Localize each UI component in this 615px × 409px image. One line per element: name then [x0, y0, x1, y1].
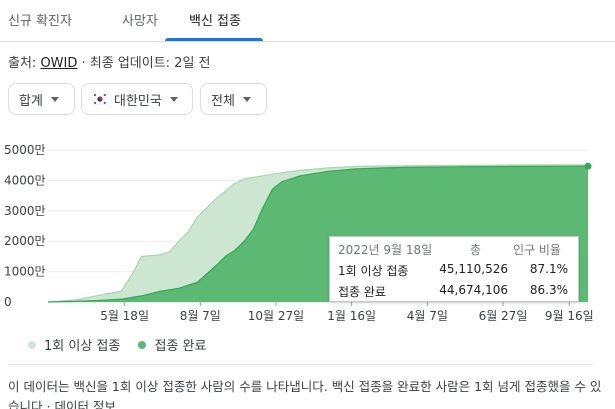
- source-line: 출처: OWID · 최종 업데이트: 2일 전: [8, 52, 211, 71]
- south-korea-flag-icon: [92, 93, 108, 105]
- y-tick-label: 3000만: [4, 204, 46, 218]
- measure-label: 합계: [19, 93, 43, 109]
- tab-new-cases[interactable]: 신규 확진자: [8, 14, 72, 29]
- x-axis-ticks: 5월 18일 8월 7일 10월 27일 1월 16일 4월 7일 6월 27일 9월 16…: [100, 302, 594, 323]
- x-tick-label: 9월 16일: [545, 309, 594, 323]
- tooltip-row-total: 45,110,526: [439, 262, 508, 276]
- tooltip-date: 2022년 9월 18일: [338, 243, 433, 257]
- tooltip-row-pct: 86.3%: [529, 283, 568, 297]
- region-label: 대한민국: [114, 93, 162, 109]
- x-tick-label: 10월 27일: [248, 309, 304, 323]
- chart-marker: [584, 162, 592, 170]
- legend-label: 접종 완료: [154, 339, 207, 354]
- x-tick-label: 1월 16일: [327, 309, 376, 323]
- tooltip-row-pct: 87.1%: [529, 262, 568, 276]
- legend-swatch: [28, 340, 36, 349]
- legend-label: 1회 이상 접종: [44, 339, 121, 354]
- source-prefix: 출처:: [8, 56, 41, 71]
- data-description: 이 데이터는 백신을 1회 이상 접종한 사람의 수를 나타냅니다. 백신 접종…: [8, 377, 608, 409]
- tooltip-col-total: 총: [470, 243, 482, 257]
- tooltip-row: 1회 이상 접종 45,110,526 87.1%: [330, 262, 578, 280]
- range-dropdown[interactable]: 전체: [200, 83, 267, 115]
- legend-swatch: [138, 340, 147, 349]
- y-axis-ticks: 0 1000만 2000만 3000만 4000만 5000만: [4, 143, 46, 309]
- active-tab-indicator: [165, 38, 263, 41]
- hover-point: [584, 162, 592, 170]
- x-tick-label: 5월 18일: [100, 309, 149, 323]
- caret-down-icon: [169, 96, 178, 102]
- region-dropdown[interactable]: 대한민국: [81, 83, 193, 115]
- y-tick-label: 4000만: [4, 173, 46, 187]
- source-link[interactable]: OWID: [40, 56, 78, 71]
- tooltip-row-total: 44,674,106: [439, 283, 508, 297]
- series-line: [47, 165, 589, 303]
- tab-vaccination[interactable]: 백신 접종: [189, 14, 241, 29]
- description-text: 이 데이터는 백신을 1회 이상 접종한 사람의 수를 나타냅니다. 백신 접종…: [8, 379, 602, 409]
- y-tick-label: 1000만: [4, 265, 46, 279]
- tab-deaths[interactable]: 사망자: [122, 14, 158, 29]
- tooltip-header: 2022년 9월 18일 총 인구 비율: [330, 241, 578, 259]
- y-tick-label: 0: [4, 295, 12, 309]
- range-label: 전체: [211, 93, 235, 109]
- tooltip-col-pct: 인구 비율: [513, 243, 561, 257]
- x-tick-label: 4월 7일: [407, 309, 448, 323]
- y-tick-label: 2000만: [4, 234, 46, 248]
- chart-legend: 1회 이상 접종 접종 완료: [28, 335, 220, 354]
- data-info-link[interactable]: 데이터 정보: [54, 399, 116, 409]
- x-tick-label: 8월 7일: [180, 309, 221, 323]
- legend-item-first-dose[interactable]: 1회 이상 접종: [28, 335, 120, 354]
- tooltip-row-label: 접종 완료: [338, 285, 386, 299]
- tooltip-row: 접종 완료 44,674,106 86.3%: [330, 283, 578, 301]
- caret-down-icon: [50, 96, 59, 102]
- chart-tooltip: 2022년 9월 18일 총 인구 비율 1회 이상 접종 45,110,526…: [329, 236, 579, 302]
- caret-down-icon: [242, 96, 251, 102]
- last-updated: · 최종 업데이트: 2일 전: [77, 56, 211, 71]
- tab-bar: 신규 확진자 사망자 백신 접종: [0, 0, 615, 42]
- series-line: [47, 164, 589, 303]
- y-tick-label: 5000만: [4, 143, 46, 157]
- legend-item-completed[interactable]: 접종 완료: [138, 335, 206, 354]
- divider: [8, 364, 593, 365]
- measure-dropdown[interactable]: 합계: [8, 83, 75, 115]
- x-tick-label: 6월 27일: [479, 309, 528, 323]
- tooltip-row-label: 1회 이상 접종: [338, 264, 409, 278]
